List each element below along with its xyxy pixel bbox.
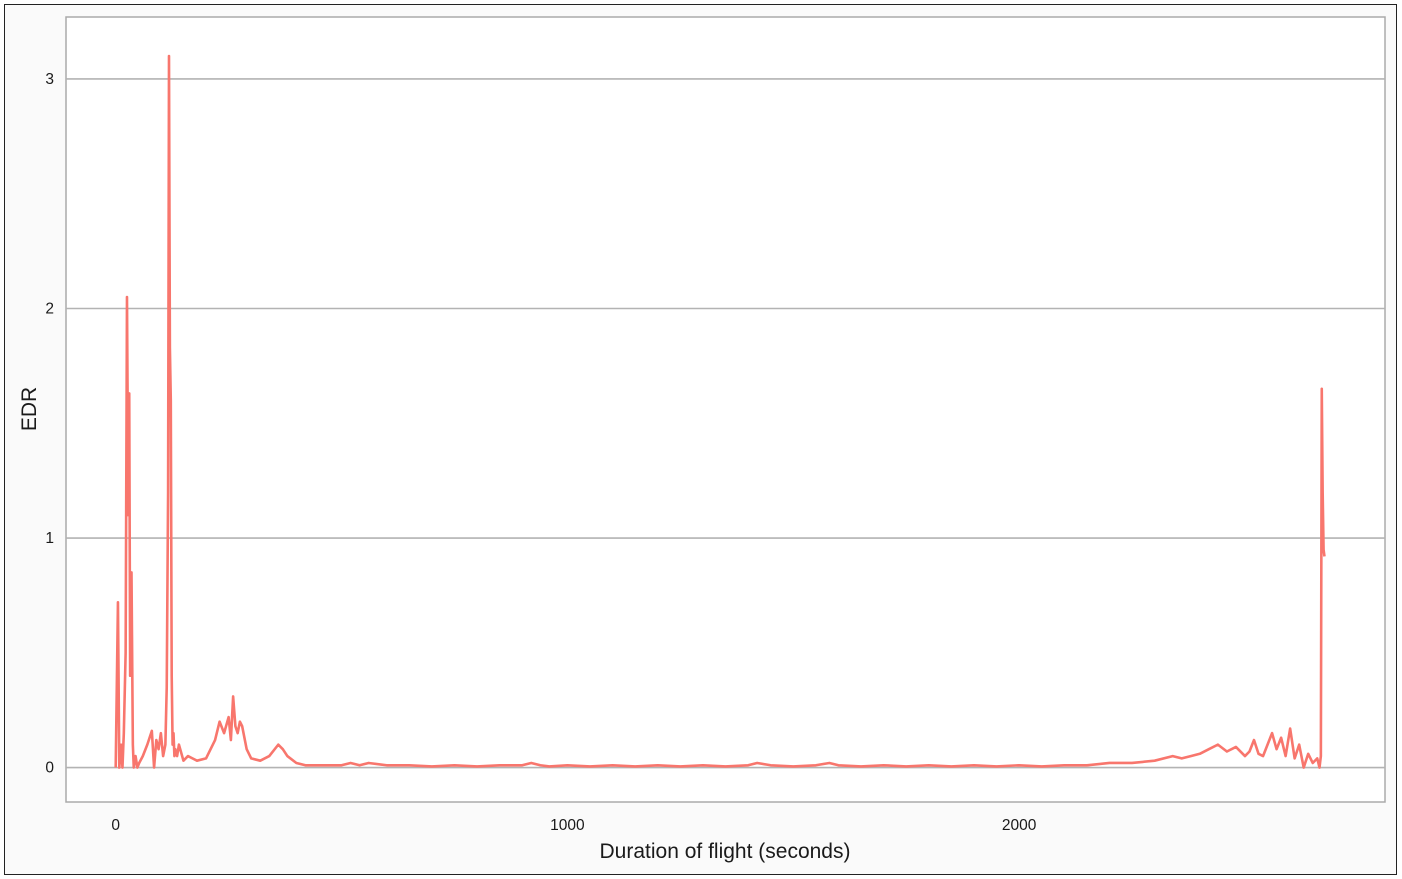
- x-axis-title: Duration of flight (seconds): [600, 840, 851, 863]
- series-group: [114, 54, 1326, 769]
- x-tick-label: 2000: [1002, 817, 1037, 834]
- edr-series-line: [114, 54, 1326, 769]
- plot-panel: [65, 16, 1386, 803]
- x-tick-label: 0: [111, 817, 120, 834]
- y-tick-label: 0: [45, 760, 54, 777]
- y-tick-label: 1: [45, 530, 54, 547]
- y-axis-ticks: 0 1 2 3: [45, 71, 54, 777]
- line-chart: 0 1000 2000 0 1 2 3 Duration of flight (secon…: [18, 16, 1386, 863]
- x-axis-ticks: 0 1000 2000: [111, 817, 1036, 834]
- y-axis-title: EDR: [18, 387, 41, 431]
- x-tick-label: 1000: [550, 817, 585, 834]
- y-tick-label: 3: [45, 71, 54, 88]
- y-tick-label: 2: [45, 301, 54, 318]
- chart-frame: 0 1000 2000 0 1 2 3 Duration of flight (secon…: [4, 4, 1397, 875]
